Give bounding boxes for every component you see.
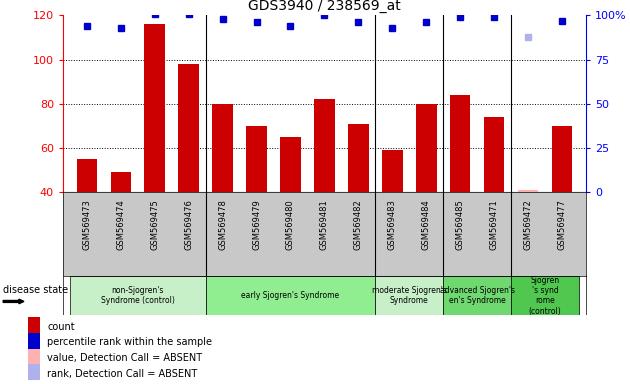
Bar xyxy=(314,99,335,192)
Bar xyxy=(70,276,205,315)
Bar xyxy=(348,124,369,192)
Text: GSM569472: GSM569472 xyxy=(524,199,533,250)
Bar xyxy=(205,276,375,315)
Bar xyxy=(280,137,301,192)
Text: advanced Sjogren's
en's Syndrome: advanced Sjogren's en's Syndrome xyxy=(440,286,515,305)
Text: percentile rank within the sample: percentile rank within the sample xyxy=(47,337,212,347)
Text: GSM569481: GSM569481 xyxy=(320,199,329,250)
Bar xyxy=(144,24,165,192)
Bar xyxy=(444,276,511,315)
Text: GSM569478: GSM569478 xyxy=(218,199,227,250)
Bar xyxy=(450,95,471,192)
Bar xyxy=(246,126,266,192)
Bar xyxy=(28,364,40,383)
Text: GSM569484: GSM569484 xyxy=(422,199,431,250)
Text: GSM569477: GSM569477 xyxy=(558,199,566,250)
Text: GSM569471: GSM569471 xyxy=(490,199,499,250)
Text: moderate Sjogren's
Syndrome: moderate Sjogren's Syndrome xyxy=(372,286,447,305)
Bar xyxy=(484,117,505,192)
Bar xyxy=(110,172,131,192)
Text: count: count xyxy=(47,322,75,332)
Text: GSM569479: GSM569479 xyxy=(252,199,261,250)
Text: GSM569483: GSM569483 xyxy=(388,199,397,250)
Bar xyxy=(416,104,437,192)
Bar xyxy=(28,349,40,367)
Text: GSM569482: GSM569482 xyxy=(354,199,363,250)
Text: Sjogren
's synd
rome
(control): Sjogren 's synd rome (control) xyxy=(529,276,561,316)
Text: GSM569485: GSM569485 xyxy=(455,199,465,250)
Bar xyxy=(28,333,40,351)
Text: early Sjogren's Syndrome: early Sjogren's Syndrome xyxy=(241,291,340,300)
Bar xyxy=(178,64,199,192)
Bar xyxy=(77,159,97,192)
Bar xyxy=(375,276,444,315)
Bar xyxy=(28,318,40,336)
Text: rank, Detection Call = ABSENT: rank, Detection Call = ABSENT xyxy=(47,369,197,379)
Text: GSM569474: GSM569474 xyxy=(116,199,125,250)
Text: value, Detection Call = ABSENT: value, Detection Call = ABSENT xyxy=(47,353,202,363)
Text: non-Sjogren's
Syndrome (control): non-Sjogren's Syndrome (control) xyxy=(101,286,175,305)
Text: GSM569473: GSM569473 xyxy=(83,199,91,250)
Text: GSM569480: GSM569480 xyxy=(286,199,295,250)
Bar xyxy=(382,150,403,192)
Text: GSM569476: GSM569476 xyxy=(184,199,193,250)
Bar xyxy=(511,276,579,315)
Bar xyxy=(552,126,572,192)
Text: GSM569475: GSM569475 xyxy=(150,199,159,250)
Bar xyxy=(518,190,539,192)
Text: disease state: disease state xyxy=(3,285,68,295)
Title: GDS3940 / 238569_at: GDS3940 / 238569_at xyxy=(248,0,401,13)
Bar xyxy=(212,104,232,192)
